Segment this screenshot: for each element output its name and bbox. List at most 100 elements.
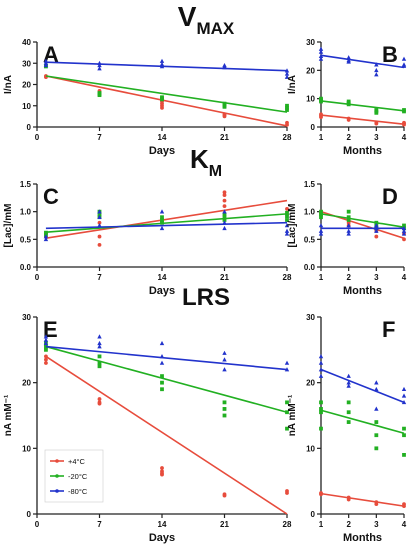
data-point (44, 361, 48, 365)
data-point (346, 373, 351, 378)
trend-line-minus80 (320, 54, 405, 69)
data-point (222, 114, 227, 119)
x-tick-label: 28 (283, 520, 292, 529)
y-tick-label: 0.5 (20, 235, 32, 244)
data-point (43, 334, 49, 339)
series-plus4 (44, 190, 289, 247)
data-point (97, 361, 102, 365)
data-point (222, 204, 227, 209)
data-point (318, 373, 324, 378)
x-tick-label: 3 (374, 273, 379, 282)
data-point (222, 220, 227, 225)
x-tick-label: 21 (220, 133, 229, 142)
data-point (374, 62, 379, 67)
y-tick-label: 0.5 (304, 235, 316, 244)
data-point (43, 236, 49, 242)
data-point (97, 214, 102, 219)
y-tick-label: 0 (311, 510, 316, 519)
trend-line-plus4 (45, 75, 288, 127)
data-point (160, 380, 164, 385)
y-axis-label: nA mM⁻¹ (3, 394, 14, 436)
data-point (319, 426, 323, 431)
data-point (97, 93, 102, 98)
panel-f: 1 2 3 4 0 10 20 30 Months nA mM⁻¹ F (287, 313, 407, 544)
data-point (285, 105, 289, 110)
series-minus20 (319, 209, 406, 231)
data-point (374, 502, 379, 507)
data-point (160, 97, 164, 102)
trend-line-minus20 (45, 345, 288, 413)
y-tick-label: 10 (306, 444, 315, 453)
section-title-sub: MAX (196, 19, 234, 38)
trend-line-minus80 (320, 368, 405, 404)
legend-label: -80°C (68, 487, 88, 496)
panel-d: 1 2 3 4 0.0 0.5 1.0 1.5 Months [Lac]/mM D (287, 180, 407, 297)
data-point (346, 420, 351, 424)
panel-letter: C (43, 184, 59, 209)
data-point (285, 491, 289, 495)
data-point (318, 354, 324, 359)
data-point (374, 446, 379, 451)
data-point (285, 426, 289, 431)
data-point (222, 198, 227, 203)
data-point (374, 386, 379, 392)
trend-line-minus80 (45, 221, 288, 230)
data-point (222, 413, 227, 418)
data-point (159, 354, 165, 359)
y-tick-label: 1.0 (20, 208, 32, 217)
data-point (346, 209, 351, 214)
section-title-main: K (190, 144, 209, 174)
y-tick-label: 0 (311, 123, 316, 132)
trend-line-plus4 (45, 355, 288, 515)
x-tick-label: 14 (158, 273, 167, 282)
data-point (222, 104, 227, 109)
data-point (346, 223, 351, 228)
y-axis-label: [Lac]/mM (287, 204, 298, 248)
data-point (285, 410, 289, 415)
x-tick-label: 3 (374, 133, 379, 142)
data-point (346, 400, 351, 405)
data-point (97, 401, 102, 406)
data-point (346, 218, 351, 222)
data-point (318, 49, 324, 54)
y-axis-label: [Lac]/mM (3, 204, 14, 248)
x-tick-label: 28 (283, 133, 292, 142)
data-point (319, 410, 323, 415)
series-minus20 (44, 63, 289, 113)
x-tick-label: 2 (346, 133, 351, 142)
trend-line-minus20 (320, 100, 405, 112)
x-tick-label: 14 (158, 520, 167, 529)
y-tick-label: 20 (22, 379, 31, 388)
series-minus80 (43, 334, 290, 372)
data-point (160, 105, 164, 110)
y-tick-label: 1.5 (304, 180, 316, 189)
trend-line-plus4 (320, 114, 405, 125)
y-tick-label: 30 (22, 59, 31, 68)
data-point (346, 118, 351, 122)
data-point (346, 380, 351, 385)
section-title-main: LRS (182, 284, 230, 311)
series-minus80 (318, 354, 407, 411)
data-point (346, 231, 351, 236)
data-point (222, 209, 227, 214)
data-point (402, 433, 406, 438)
data-point (318, 53, 324, 58)
data-point (160, 215, 164, 220)
x-axis-label: Months (343, 145, 382, 157)
data-point (97, 212, 102, 217)
data-point (284, 68, 290, 73)
data-point (222, 407, 227, 411)
series-plus4 (44, 354, 289, 515)
data-point (374, 380, 379, 385)
y-axis-label: I/nA (3, 75, 14, 94)
data-point (374, 121, 379, 126)
x-tick-label: 21 (220, 520, 229, 529)
data-point (97, 340, 102, 346)
x-tick-label: 21 (220, 273, 229, 282)
data-point (318, 367, 324, 372)
series-plus4 (319, 112, 406, 127)
y-tick-label: 20 (306, 379, 315, 388)
data-point (319, 400, 323, 405)
data-point (346, 410, 351, 415)
